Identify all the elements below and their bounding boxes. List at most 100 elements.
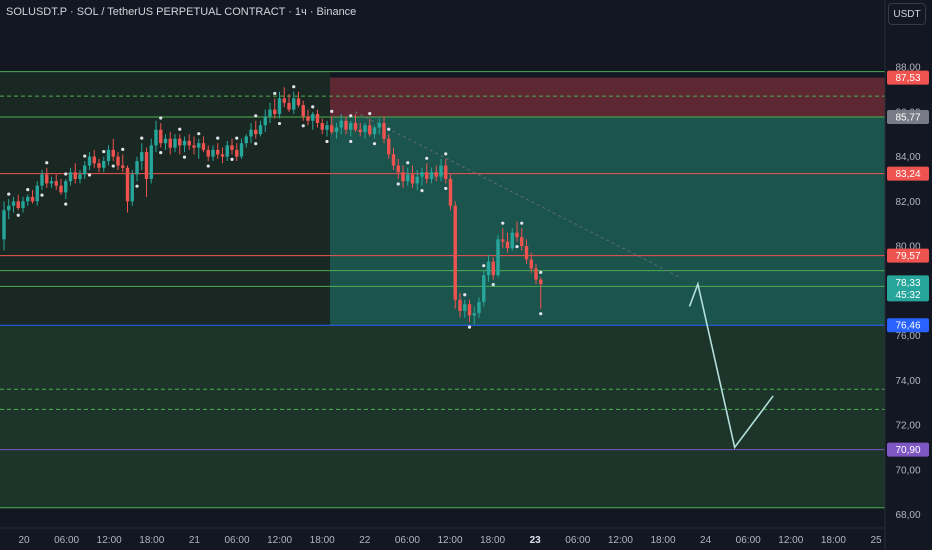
candle-body bbox=[382, 123, 386, 139]
price-label-tag: 79,57 bbox=[887, 248, 929, 263]
price-label-text: 45:32 bbox=[895, 290, 920, 301]
price-tick-label: 74,00 bbox=[895, 376, 920, 387]
fractal-marker-low bbox=[277, 121, 282, 126]
candle-body bbox=[439, 165, 443, 177]
fractal-marker-high bbox=[197, 132, 201, 136]
candle-body bbox=[225, 145, 229, 157]
fractal-marker-high bbox=[140, 136, 144, 140]
candle-body bbox=[111, 149, 115, 157]
fractal-marker-high bbox=[45, 161, 49, 165]
candle-body bbox=[520, 237, 524, 247]
candle-body bbox=[235, 149, 239, 157]
time-tick-label: 18:00 bbox=[821, 535, 846, 546]
time-tick-label: 25 bbox=[870, 535, 882, 546]
candle-body bbox=[448, 178, 453, 206]
price-tick-label: 88,00 bbox=[895, 63, 920, 74]
candle-body bbox=[106, 149, 111, 162]
fractal-marker-low bbox=[301, 124, 305, 128]
candle-body bbox=[220, 154, 225, 157]
candle-body bbox=[83, 165, 87, 175]
time-tick-label: 06:00 bbox=[565, 535, 590, 546]
candle-body bbox=[429, 172, 434, 179]
candle-body bbox=[273, 109, 277, 115]
candle-body bbox=[268, 109, 272, 117]
price-tick-label: 84,00 bbox=[895, 152, 920, 163]
fractal-marker-high bbox=[425, 156, 429, 160]
candle-body bbox=[121, 165, 125, 168]
candle-body bbox=[7, 205, 11, 211]
fractal-marker-low bbox=[467, 325, 472, 329]
fractal-marker-low bbox=[515, 244, 519, 249]
fractal-marker-low bbox=[372, 142, 377, 146]
time-tick-label: 18:00 bbox=[310, 535, 335, 546]
price-label-text: 70,90 bbox=[895, 445, 920, 456]
price-label-bg bbox=[887, 248, 929, 263]
candle-body bbox=[339, 120, 343, 128]
fractal-marker-high bbox=[520, 221, 524, 225]
candle-body bbox=[510, 232, 514, 249]
candle-body bbox=[135, 161, 139, 175]
trend-line bbox=[354, 111, 681, 278]
candle-body bbox=[458, 299, 462, 311]
candle-body bbox=[149, 145, 153, 179]
candle-body bbox=[524, 246, 529, 260]
candle-body bbox=[415, 176, 419, 184]
candle-body bbox=[254, 129, 258, 135]
candle-body bbox=[396, 165, 400, 173]
fractal-marker-high bbox=[406, 161, 410, 165]
time-tick-label: 06:00 bbox=[736, 535, 761, 546]
fractal-marker-high bbox=[254, 114, 258, 118]
fractal-marker-high bbox=[501, 221, 505, 225]
price-tick-label: 68,00 bbox=[895, 510, 920, 521]
price-label-tag: 76,46 bbox=[887, 318, 929, 333]
time-tick-label: 23 bbox=[530, 535, 542, 546]
time-tick-label: 06:00 bbox=[54, 535, 79, 546]
fractal-marker-high bbox=[311, 105, 315, 109]
candle-body bbox=[125, 167, 130, 202]
candle-body bbox=[140, 152, 144, 162]
candle-body bbox=[505, 241, 510, 249]
candle-body bbox=[116, 156, 120, 166]
candle-body bbox=[287, 102, 291, 110]
fractal-marker-high bbox=[121, 147, 125, 151]
price-label-bg bbox=[887, 109, 929, 124]
fractal-marker-high bbox=[330, 109, 334, 113]
currency-button[interactable]: USDT bbox=[888, 3, 926, 25]
candle-body bbox=[187, 140, 191, 146]
candle-body bbox=[54, 181, 58, 186]
time-tick-label: 22 bbox=[359, 535, 371, 546]
price-label-tag: 78,33 bbox=[887, 275, 929, 290]
candle-body bbox=[477, 301, 481, 314]
projection-path bbox=[688, 281, 774, 450]
projection-layer bbox=[688, 281, 774, 450]
candle-body bbox=[534, 268, 538, 280]
fractal-marker-high bbox=[7, 192, 11, 196]
fractal-marker-low bbox=[420, 189, 424, 193]
candle-body bbox=[401, 172, 405, 182]
time-axis[interactable]: 20 06:00 12:00 18:00 21 06:00 12:00 18:00 22 06:0… bbox=[18, 535, 882, 546]
candle-body bbox=[491, 261, 495, 276]
fractal-marker-low bbox=[444, 186, 448, 191]
fractal-marker-high bbox=[159, 116, 163, 120]
candle-body bbox=[282, 98, 286, 103]
fractal-marker-low bbox=[349, 139, 353, 144]
fractal-marker-high bbox=[26, 188, 30, 192]
candle-body bbox=[216, 149, 220, 155]
candle-body bbox=[68, 172, 73, 182]
candle-body bbox=[387, 138, 391, 155]
time-tick-label: 12:00 bbox=[437, 535, 462, 546]
candle-body bbox=[358, 129, 362, 132]
fractal-marker-high bbox=[349, 114, 353, 118]
price-label-text: 79,57 bbox=[895, 251, 920, 262]
time-tick-label: 06:00 bbox=[395, 535, 420, 546]
candle-body bbox=[211, 149, 215, 157]
price-label-tag: 85,77 bbox=[887, 109, 929, 124]
candle-body bbox=[334, 127, 339, 132]
price-label-tag: 87,53 bbox=[887, 70, 929, 85]
fractal-marker-low bbox=[16, 213, 20, 217]
price-label-tag: 45:32 bbox=[887, 287, 929, 302]
fractal-marker-low bbox=[40, 193, 44, 197]
time-tick-label: 12:00 bbox=[608, 535, 633, 546]
candle-body bbox=[73, 172, 77, 179]
